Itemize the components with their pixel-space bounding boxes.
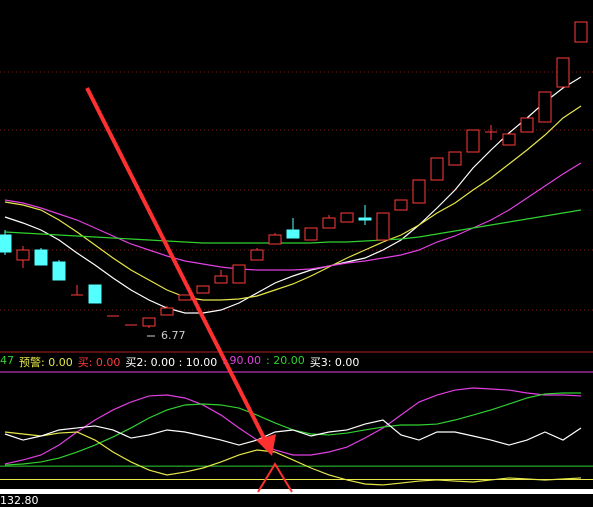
- candle-body: [142, 317, 156, 327]
- candle-body: [0, 234, 12, 253]
- candle-body: [34, 249, 48, 266]
- legend-item: 预警: 0.00: [19, 356, 73, 369]
- candle-body: [322, 217, 336, 229]
- candle-body: [16, 249, 30, 261]
- candle-body: [304, 227, 318, 241]
- candle-body: [394, 199, 408, 211]
- indicator-line: [4, 162, 582, 271]
- candle-body: [502, 133, 516, 146]
- candle-body: [340, 212, 354, 223]
- candle-body: [538, 91, 552, 123]
- indicator-line: [4, 387, 582, 465]
- candle-body: [286, 229, 300, 239]
- candle-body: [376, 212, 390, 241]
- candle-body: [556, 57, 570, 88]
- indicator-line: [4, 392, 581, 466]
- candle-body: [196, 285, 210, 294]
- legend-item: 买2: 0.00 : 10.00: [125, 356, 218, 369]
- bottom-bar: [0, 489, 593, 494]
- candle-body: [358, 217, 372, 221]
- indicator-line: [4, 76, 582, 314]
- annotation: 6.77: [161, 329, 186, 342]
- legend: 47 预警: 0.00 买: 0.00 买2: 0.00 : 10.00 : 90.00…: [0, 354, 359, 370]
- legend-item: 47: [0, 354, 14, 367]
- candle-body: [412, 179, 426, 204]
- indicator-line: [4, 419, 582, 446]
- candle-body: [430, 157, 444, 181]
- signal-triangle: [257, 462, 293, 493]
- legend-item: 买3: 0.00: [309, 356, 360, 369]
- grid: [0, 71, 593, 311]
- arrow-head: [256, 434, 276, 456]
- arrow: [85, 87, 268, 443]
- indicator-line: [4, 105, 582, 301]
- indicator-line: [4, 431, 582, 486]
- candle-body: [214, 275, 228, 284]
- candle-body: [52, 261, 66, 281]
- candle-body: [268, 234, 282, 245]
- candle-body: [574, 21, 588, 43]
- candle-body: [232, 264, 246, 284]
- candle-body: [88, 284, 102, 304]
- readout: 132.80: [0, 494, 39, 507]
- legend-item: : 20.00: [266, 354, 305, 367]
- candle-body: [178, 294, 192, 301]
- candle-body: [466, 129, 480, 153]
- candle-body: [250, 249, 264, 261]
- legend-item: : 90.00: [222, 354, 261, 367]
- candle-body: [448, 151, 462, 166]
- candle-body: [520, 117, 534, 133]
- legend-item: 买: 0.00: [77, 356, 121, 369]
- indicator-line: [4, 209, 582, 244]
- candle-body: [160, 307, 174, 316]
